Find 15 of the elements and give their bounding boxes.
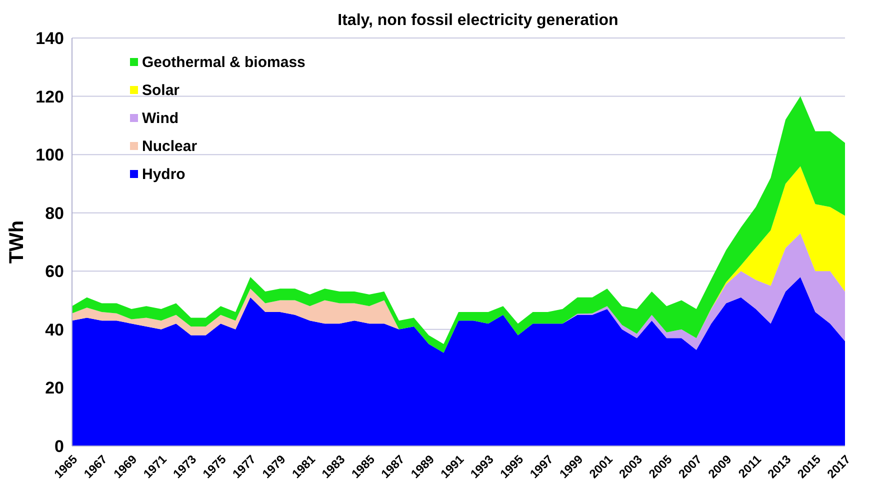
chart-title: Italy, non fossil electricity generation [336,12,620,30]
y-tick-label: 120 [36,87,64,106]
y-axis-title: TWh [6,220,28,264]
y-tick-label: 80 [45,204,64,223]
y-tick-label: 40 [45,320,64,340]
legend-label: Geothermal & biomass [142,54,306,70]
y-tick-label: 140 [36,29,64,48]
legend-label: Hydro [142,166,186,182]
legend-label: Nuclear [142,138,198,154]
y-tick-label: 60 [45,262,64,282]
y-tick-label: 100 [36,146,64,165]
legend-label: Wind [142,110,179,126]
y-tick-label: 0 [54,437,64,456]
legend-label: Solar [142,82,180,98]
y-tick-label: 20 [45,378,64,398]
